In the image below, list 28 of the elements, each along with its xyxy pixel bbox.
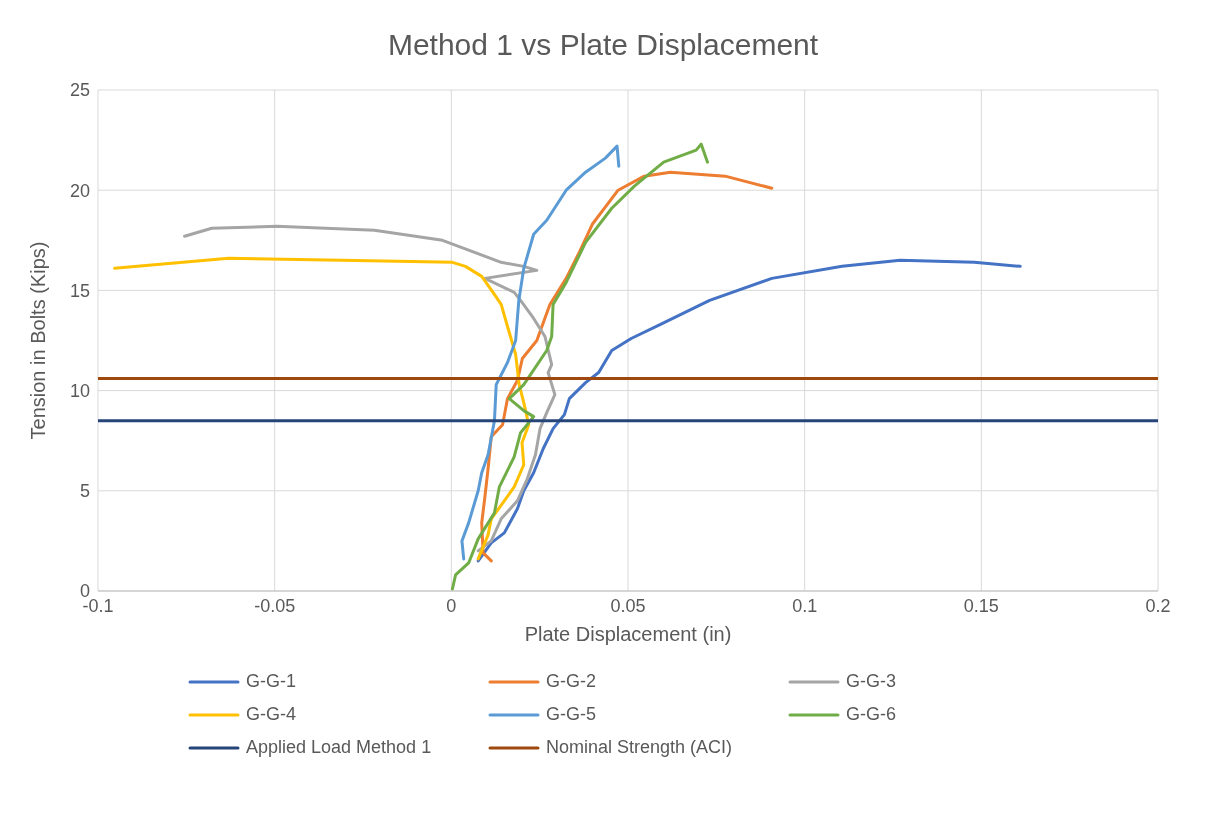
line-series	[183, 224, 557, 553]
legend-label: G-G-6	[846, 704, 897, 725]
legend-label: Applied Load Method 1	[246, 737, 432, 758]
legend-label: G-G-2	[546, 671, 597, 692]
x-tick-label: 0.15	[963, 595, 999, 616]
line-series	[460, 144, 621, 561]
y-tick-label: 10	[69, 380, 90, 401]
chart-title: Method 1 vs Plate Displacement	[386, 27, 820, 63]
legend-label: G-G-1	[246, 671, 297, 692]
x-tick-label: 0	[446, 595, 457, 616]
y-tick-label: 5	[79, 481, 90, 502]
y-tick-label: 15	[69, 280, 90, 301]
x-axis-title: Plate Displacement (in)	[524, 623, 732, 645]
line-series	[113, 256, 531, 561]
x-tick-label: 0.2	[1145, 595, 1171, 616]
legend-label: Nominal Strength (ACI)	[546, 737, 733, 758]
x-tick-label: -0.05	[254, 595, 296, 616]
legend-label: G-G-3	[846, 671, 897, 692]
x-tick-label: 0.05	[610, 595, 646, 616]
y-tick-label: 20	[69, 180, 90, 201]
line-series	[476, 258, 1022, 563]
y-tick-label: 0	[79, 581, 90, 602]
y-tick-label: 25	[69, 80, 90, 101]
legend-label: G-G-4	[246, 704, 297, 725]
y-axis-title: Tension in Bolts (Kips)	[27, 241, 50, 440]
legend-label: G-G-5	[546, 704, 597, 725]
line-series	[450, 142, 709, 591]
x-tick-label: 0.1	[792, 595, 818, 616]
